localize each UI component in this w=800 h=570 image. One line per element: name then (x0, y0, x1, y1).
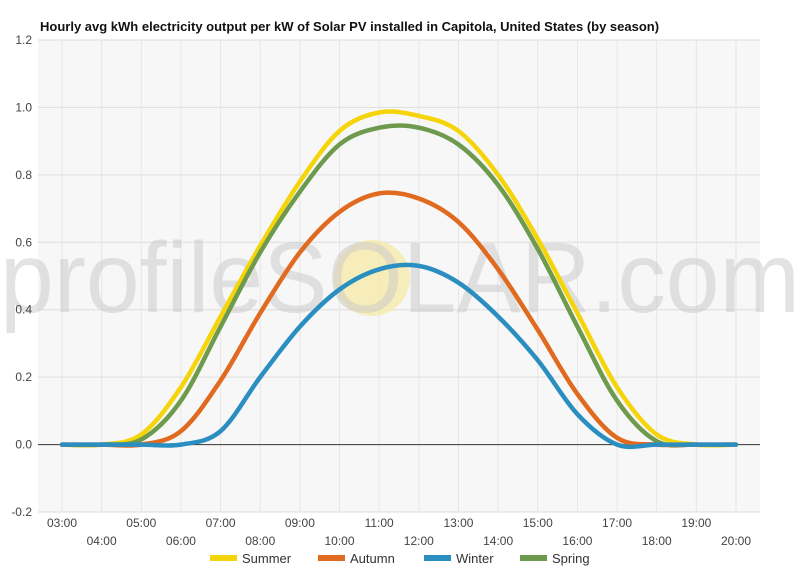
y-tick-label: 0.8 (15, 168, 32, 182)
watermark-sun-icon (334, 240, 410, 316)
x-tick-label: 18:00 (642, 534, 672, 548)
legend-label-winter: Winter (456, 551, 494, 566)
chart-title: Hourly avg kWh electricity output per kW… (40, 19, 660, 34)
legend: Summer Autumn Winter Spring (210, 551, 590, 566)
y-tick-label: 0.0 (15, 438, 32, 452)
legend-swatch-summer (210, 555, 237, 561)
x-tick-label: 04:00 (87, 534, 117, 548)
watermark-text: profileSOLAR.com (0, 222, 800, 334)
x-tick-label: 11:00 (365, 516, 394, 530)
x-tick-label: 16:00 (562, 534, 592, 548)
x-axis: 03:00 05:00 07:00 09:00 11:00 13:00 15:00 17:00… (47, 516, 751, 548)
legend-swatch-winter (424, 555, 451, 561)
legend-swatch-autumn (318, 555, 345, 561)
x-tick-label: 19:00 (681, 516, 711, 530)
legend-label-summer: Summer (242, 551, 292, 566)
x-tick-label: 14:00 (483, 534, 513, 548)
x-tick-label: 17:00 (602, 516, 632, 530)
legend-label-autumn: Autumn (350, 551, 395, 566)
series-line-summer (59, 109, 739, 448)
x-tick-label: 12:00 (404, 534, 434, 548)
y-tick-label: -0.2 (11, 505, 32, 519)
x-tick-label: 13:00 (443, 516, 473, 530)
x-tick-label: 15:00 (523, 516, 553, 530)
x-tick-label: 03:00 (47, 516, 77, 530)
x-tick-label: 07:00 (206, 516, 236, 530)
series-line-winter (59, 262, 739, 450)
x-tick-label: 05:00 (126, 516, 156, 530)
x-tick-label: 06:00 (166, 534, 196, 548)
y-tick-label: 0.6 (15, 235, 32, 249)
watermark: profileSOLAR.com (0, 222, 800, 334)
x-tick-label: 10:00 (325, 534, 355, 548)
series-line-spring (59, 123, 739, 448)
y-tick-label: 1.2 (15, 33, 32, 47)
legend-swatch-spring (520, 555, 547, 561)
legend-label-spring: Spring (552, 551, 590, 566)
x-tick-label: 09:00 (285, 516, 315, 530)
gridlines (38, 39, 760, 513)
x-tick-label: 08:00 (245, 534, 275, 548)
series-line-autumn (59, 190, 739, 448)
y-tick-label: 0.4 (15, 303, 32, 317)
x-tick-label: 20:00 (721, 534, 751, 548)
y-tick-label: 0.2 (15, 370, 32, 384)
y-tick-label: 1.0 (15, 100, 32, 114)
series-lines (59, 109, 739, 450)
